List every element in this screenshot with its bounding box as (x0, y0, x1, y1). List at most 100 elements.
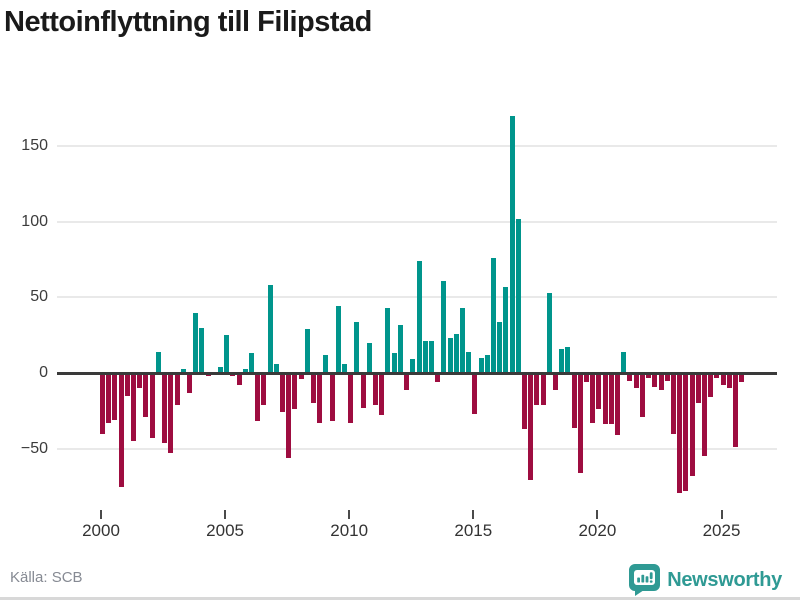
bar-2004Q2 (205, 373, 211, 376)
x-axis-tick (720, 510, 723, 519)
chart-title: Nettoinflyttning till Filipstad (4, 6, 372, 38)
bar-2018Q1 (546, 292, 552, 373)
bar-2025Q4 (739, 373, 745, 383)
bar-2017Q3 (534, 373, 540, 405)
bar-2004Q4 (217, 366, 223, 373)
bar-2021Q1 (621, 351, 627, 373)
bar-2003Q3 (186, 373, 192, 393)
bar-2023Q3 (683, 373, 689, 491)
bar-2008Q2 (304, 329, 310, 373)
bar-2014Q4 (466, 351, 472, 373)
bar-2017Q1 (521, 373, 527, 429)
y-axis-label: 150 (21, 137, 48, 155)
bar-2022Q3 (658, 373, 664, 390)
bar-2000Q3 (112, 373, 118, 420)
x-axis-tick (348, 510, 351, 519)
x-axis-tick (472, 510, 475, 519)
bar-2003Q2 (180, 368, 186, 373)
bar-2008Q4 (317, 373, 323, 423)
bar-2016Q1 (497, 321, 503, 373)
bar-2023Q4 (689, 373, 695, 476)
bar-2014Q2 (453, 333, 459, 373)
y-axis-label: −50 (20, 439, 48, 457)
bar-2015Q1 (472, 373, 478, 414)
gridline (57, 220, 777, 223)
bar-2013Q2 (428, 341, 434, 373)
bar-2018Q2 (553, 373, 558, 390)
bar-2017Q2 (528, 373, 534, 481)
bar-2001Q3 (137, 373, 143, 389)
y-axis-label: 100 (21, 212, 48, 230)
x-axis-tick (596, 510, 599, 519)
bar-2024Q4 (714, 373, 720, 378)
bar-2016Q4 (515, 218, 521, 373)
bar-2009Q4 (342, 363, 347, 373)
bar-2023Q1 (670, 373, 676, 434)
bar-2000Q1 (100, 373, 105, 434)
bar-2008Q3 (311, 373, 316, 404)
source-note: Källa: SCB (10, 569, 83, 586)
bar-2025Q2 (726, 373, 732, 389)
bar-2015Q3 (484, 354, 490, 373)
y-axis-label: 50 (30, 288, 48, 306)
bar-2012Q4 (416, 261, 422, 373)
bar-2022Q1 (646, 373, 651, 378)
bar-2013Q1 (422, 341, 428, 373)
bar-2005Q1 (224, 335, 230, 373)
bar-2002Q2 (155, 351, 161, 373)
bar-2007Q2 (279, 373, 285, 413)
bar-2021Q2 (627, 373, 633, 381)
bar-2008Q1 (298, 373, 304, 380)
bar-2010Q2 (354, 321, 360, 373)
bar-2022Q4 (664, 373, 670, 381)
bar-2024Q2 (701, 373, 707, 457)
zero-axis-line (57, 371, 777, 375)
bar-2019Q2 (577, 373, 583, 473)
bar-2016Q2 (503, 286, 509, 373)
newsworthy-logo: Newsworthy (629, 564, 782, 596)
bar-2000Q4 (118, 373, 124, 487)
x-axis-label: 2020 (578, 521, 617, 540)
x-axis-label: 2025 (702, 521, 741, 540)
x-axis-label: 2000 (82, 521, 120, 540)
bar-2010Q1 (348, 373, 354, 423)
x-axis-tick (224, 510, 227, 519)
bar-2018Q4 (565, 347, 571, 373)
gridline (57, 145, 777, 148)
bar-2024Q3 (708, 373, 714, 398)
bar-2012Q2 (404, 373, 409, 390)
x-axis-label: 2015 (454, 521, 493, 540)
bar-2009Q1 (323, 354, 329, 373)
bar-2022Q2 (652, 373, 658, 387)
bar-2011Q2 (379, 373, 385, 416)
bar-2002Q4 (168, 373, 174, 454)
gridline (57, 447, 777, 450)
newsworthy-wordmark: Newsworthy (667, 568, 782, 591)
bar-2005Q2 (230, 373, 236, 376)
bar-2020Q4 (615, 373, 620, 435)
bar-2020Q1 (596, 373, 602, 410)
bar-2014Q1 (447, 338, 453, 373)
bar-2010Q3 (360, 373, 366, 408)
bar-2006Q3 (261, 373, 267, 405)
bar-2006Q1 (248, 353, 254, 373)
bar-2006Q4 (267, 285, 273, 373)
bar-2009Q3 (335, 306, 341, 373)
bar-2019Q3 (584, 373, 589, 383)
bar-2013Q4 (441, 280, 447, 373)
bar-2015Q2 (478, 357, 484, 373)
x-axis-label: 2010 (330, 521, 369, 540)
bar-2023Q2 (677, 373, 683, 493)
bar-2011Q4 (391, 353, 397, 373)
x-axis-label: 2005 (206, 521, 244, 540)
newsworthy-logo-icon (629, 564, 661, 596)
bar-2001Q1 (124, 373, 130, 396)
bar-2002Q3 (162, 373, 168, 443)
bar-2018Q3 (559, 348, 565, 373)
bar-2007Q4 (292, 373, 298, 410)
bar-2005Q3 (236, 373, 242, 386)
bar-2019Q1 (571, 373, 577, 428)
bar-2016Q3 (509, 115, 515, 373)
bar-2025Q3 (732, 373, 738, 448)
